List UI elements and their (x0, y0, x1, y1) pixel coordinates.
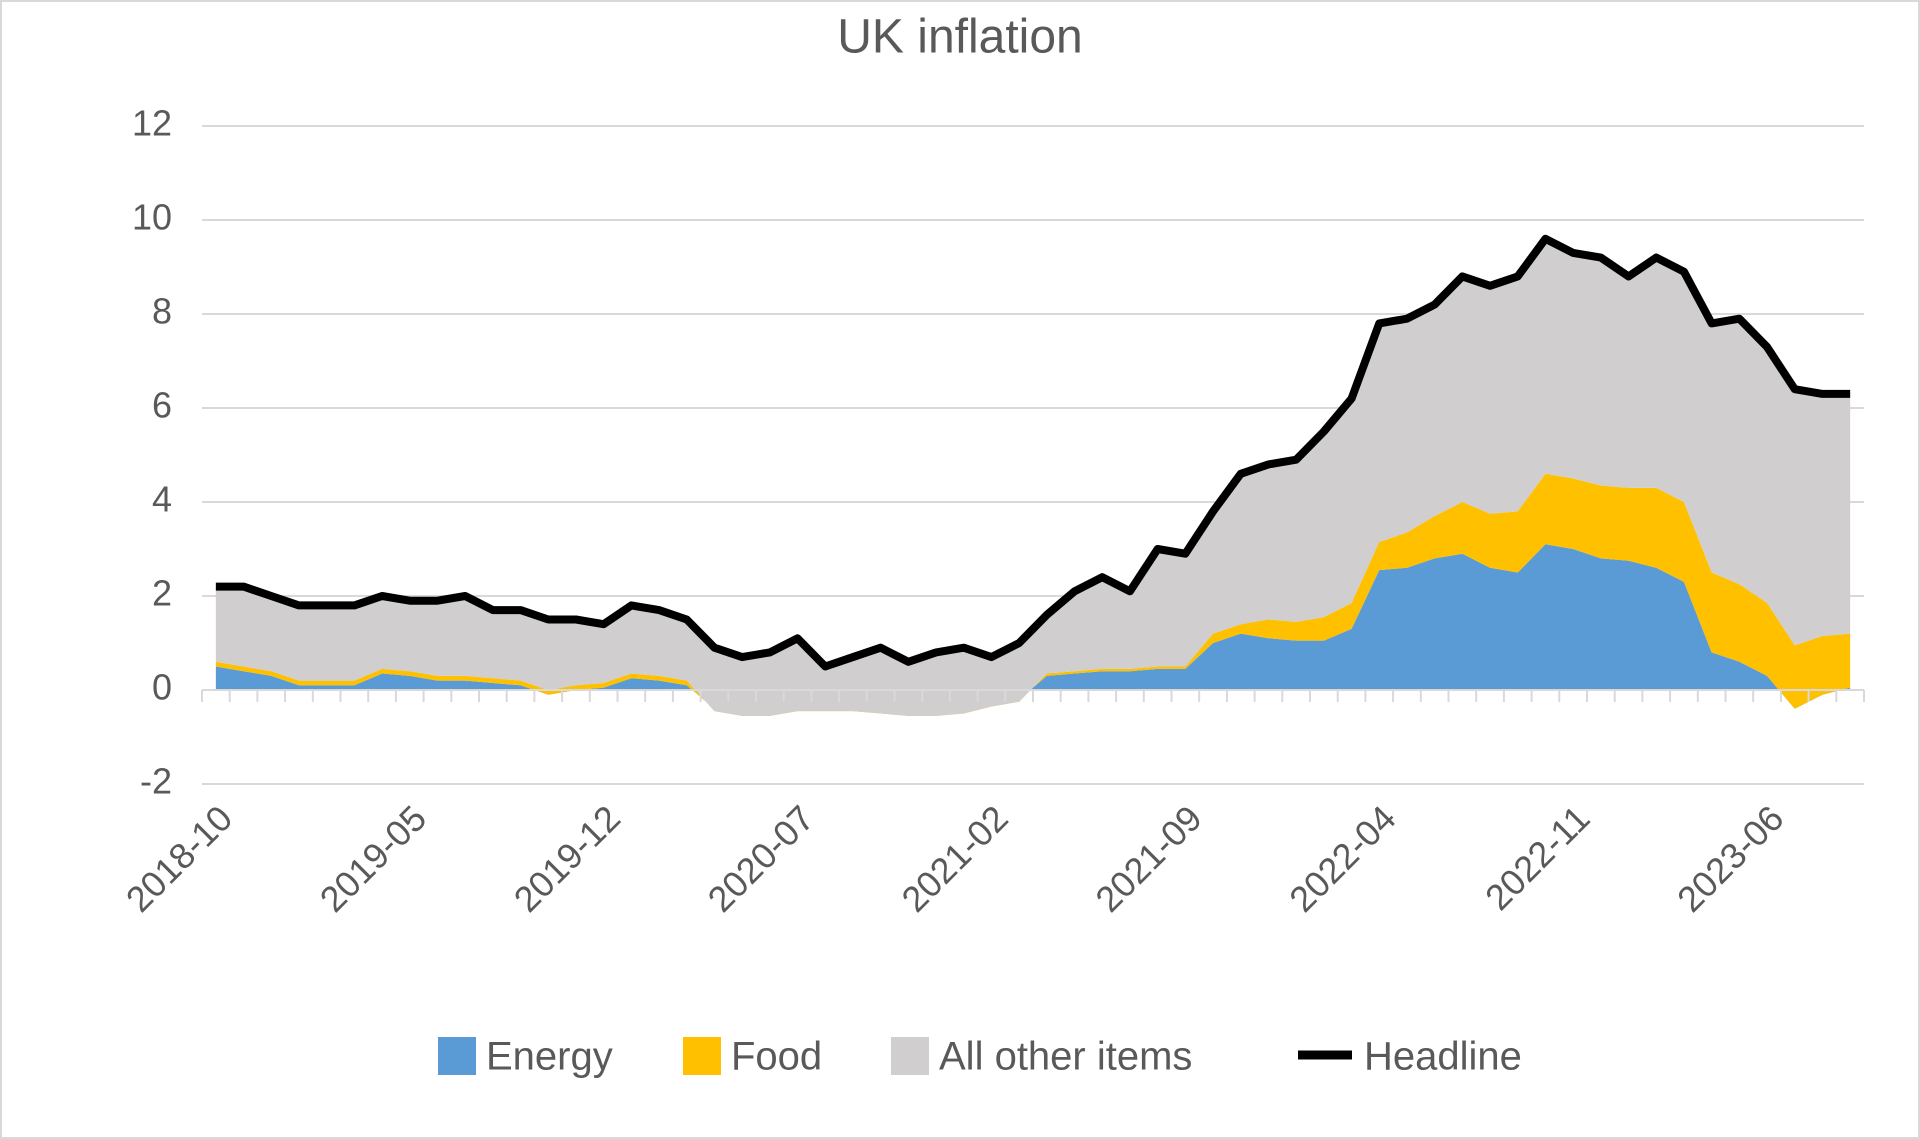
legend-swatch (438, 1037, 476, 1075)
y-tick-label: 8 (152, 291, 172, 332)
y-tick-label: -2 (140, 761, 172, 802)
area (215, 473, 1851, 716)
legend-label: Headline (1364, 1035, 1522, 1079)
area (215, 238, 1851, 716)
legend-label: All other items (939, 1035, 1192, 1079)
legend-swatch (683, 1037, 721, 1075)
legend-swatch (891, 1037, 929, 1075)
line (215, 234, 1851, 671)
legend-label: Energy (486, 1035, 613, 1079)
area (215, 544, 1851, 714)
legend-label: Food (731, 1035, 822, 1079)
y-tick-label: 0 (152, 667, 172, 708)
y-tick-label: 10 (132, 197, 172, 238)
y-tick-label: 12 (132, 103, 172, 144)
chart-title: UK inflation (837, 11, 1082, 64)
y-tick-label: 2 (152, 573, 172, 614)
y-tick-label: 6 (152, 385, 172, 426)
y-tick-label: 4 (152, 479, 172, 520)
